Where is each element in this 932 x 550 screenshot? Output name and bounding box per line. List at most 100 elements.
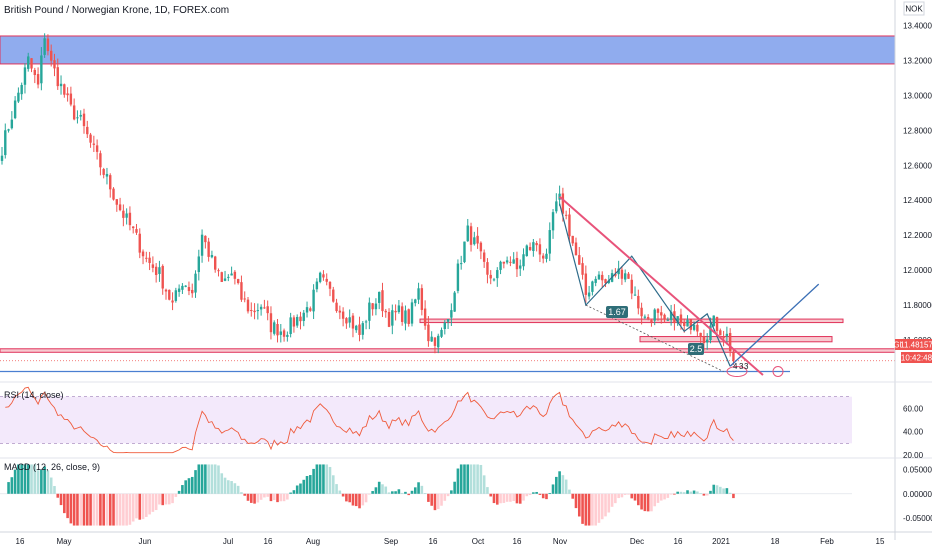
candle-body	[374, 303, 378, 310]
macd-histogram-bar	[66, 493, 69, 519]
rsi-tick-label: 40.00	[903, 428, 924, 437]
candle-body	[384, 310, 387, 313]
macd-histogram-bar	[384, 486, 388, 494]
macd-pane	[0, 464, 852, 526]
macd-histogram-bar	[36, 470, 40, 494]
macd-histogram-bar	[377, 481, 381, 494]
macd-histogram-bar	[564, 479, 568, 494]
x-tick-label: Jul	[223, 537, 233, 546]
candle-body	[551, 212, 555, 231]
candle-body	[233, 271, 237, 279]
candle-body	[171, 300, 174, 303]
macd-histogram-bar	[295, 485, 299, 494]
macd-histogram-bar	[479, 464, 483, 494]
macd-histogram-bar	[453, 481, 456, 494]
macd-histogram-bar	[417, 482, 420, 494]
currency-label: NOK	[905, 5, 923, 14]
macd-histogram-bar	[276, 493, 279, 503]
candle-body	[633, 294, 637, 296]
candle-body	[23, 67, 27, 85]
macd-histogram-bar	[476, 464, 479, 494]
macd-histogram-bar	[509, 493, 512, 502]
macd-histogram-bar	[489, 493, 493, 497]
candle-body	[92, 143, 96, 145]
macd-histogram-bar	[76, 493, 79, 526]
macd-histogram-bar	[689, 491, 693, 494]
countdown-badge-text: 10:42:48	[901, 354, 932, 363]
candle-body	[191, 289, 194, 294]
macd-histogram-bar	[131, 493, 135, 522]
candle-body	[154, 266, 158, 275]
macd-histogram-bar	[410, 490, 414, 494]
currency-box[interactable]	[903, 1, 925, 16]
macd-histogram-bar	[391, 491, 394, 494]
candle-body	[122, 210, 125, 218]
macd-histogram-bar	[46, 470, 50, 494]
macd-histogram-bar	[466, 464, 470, 494]
macd-histogram-bar	[266, 493, 269, 497]
macd-histogram-bar	[158, 493, 161, 505]
macd-histogram-bar	[10, 477, 14, 494]
macd-histogram-bar	[423, 493, 427, 494]
candle-body	[286, 334, 289, 337]
candle-body	[410, 302, 414, 324]
candle-body	[259, 306, 263, 310]
candle-body	[709, 325, 712, 341]
macd-histogram-bar	[548, 492, 552, 494]
macd-histogram-bar	[381, 484, 384, 494]
macd-histogram-bar	[492, 493, 496, 504]
candle-body	[118, 204, 122, 211]
candle-body	[207, 241, 210, 257]
candle-body	[105, 173, 109, 177]
macd-histogram-bar	[686, 490, 689, 494]
macd-histogram-bar	[364, 493, 368, 503]
macd-histogram-bar	[272, 493, 276, 501]
macd-histogram-bar	[351, 493, 355, 506]
candle-body	[227, 276, 230, 278]
macd-histogram-bar	[33, 464, 37, 494]
rsi-tick-label: 20.00	[903, 451, 924, 460]
candle-body	[355, 325, 358, 331]
macd-histogram-bar	[305, 476, 309, 494]
price-tick-label: 12.60000	[903, 161, 932, 170]
candle-body	[53, 60, 56, 69]
macd-histogram-bar	[95, 493, 99, 526]
candle-body	[315, 281, 319, 290]
candle-body	[519, 265, 522, 269]
descending-trendline	[558, 196, 764, 376]
macd-histogram-bar	[486, 487, 489, 494]
macd-histogram-bar	[190, 476, 194, 494]
candle-body	[643, 316, 647, 318]
macd-histogram-bar	[115, 493, 119, 526]
candle-body	[302, 312, 305, 321]
macd-histogram-bar	[253, 493, 256, 504]
macd-histogram-bar	[387, 492, 391, 494]
ratio-a-badge	[606, 306, 628, 318]
candle-body	[328, 281, 332, 289]
candle-body	[663, 314, 666, 320]
candle-body	[66, 93, 69, 96]
candle-body	[522, 254, 525, 267]
macd-histogram-bar	[99, 493, 102, 526]
candle-body	[538, 244, 542, 255]
candle-body	[253, 310, 256, 313]
macd-histogram-bar	[23, 464, 27, 494]
macd-histogram-bar	[335, 484, 338, 494]
macd-histogram-bar	[571, 493, 575, 499]
candle-body	[450, 310, 453, 318]
macd-histogram-bar	[200, 464, 204, 494]
candle-body	[482, 252, 486, 262]
macd-histogram-bar	[558, 471, 561, 494]
candle-body	[607, 280, 610, 283]
macd-histogram-bar	[371, 491, 374, 494]
macd-histogram-bar	[620, 493, 624, 498]
candle-body	[542, 255, 545, 259]
macd-histogram-bar	[49, 477, 53, 494]
macd-histogram-bar	[459, 464, 463, 494]
candle-body	[305, 307, 309, 313]
candle-body	[381, 290, 384, 312]
macd-histogram-bar	[102, 493, 105, 526]
candle-body	[112, 188, 115, 200]
x-tick-label: 16	[16, 537, 25, 546]
